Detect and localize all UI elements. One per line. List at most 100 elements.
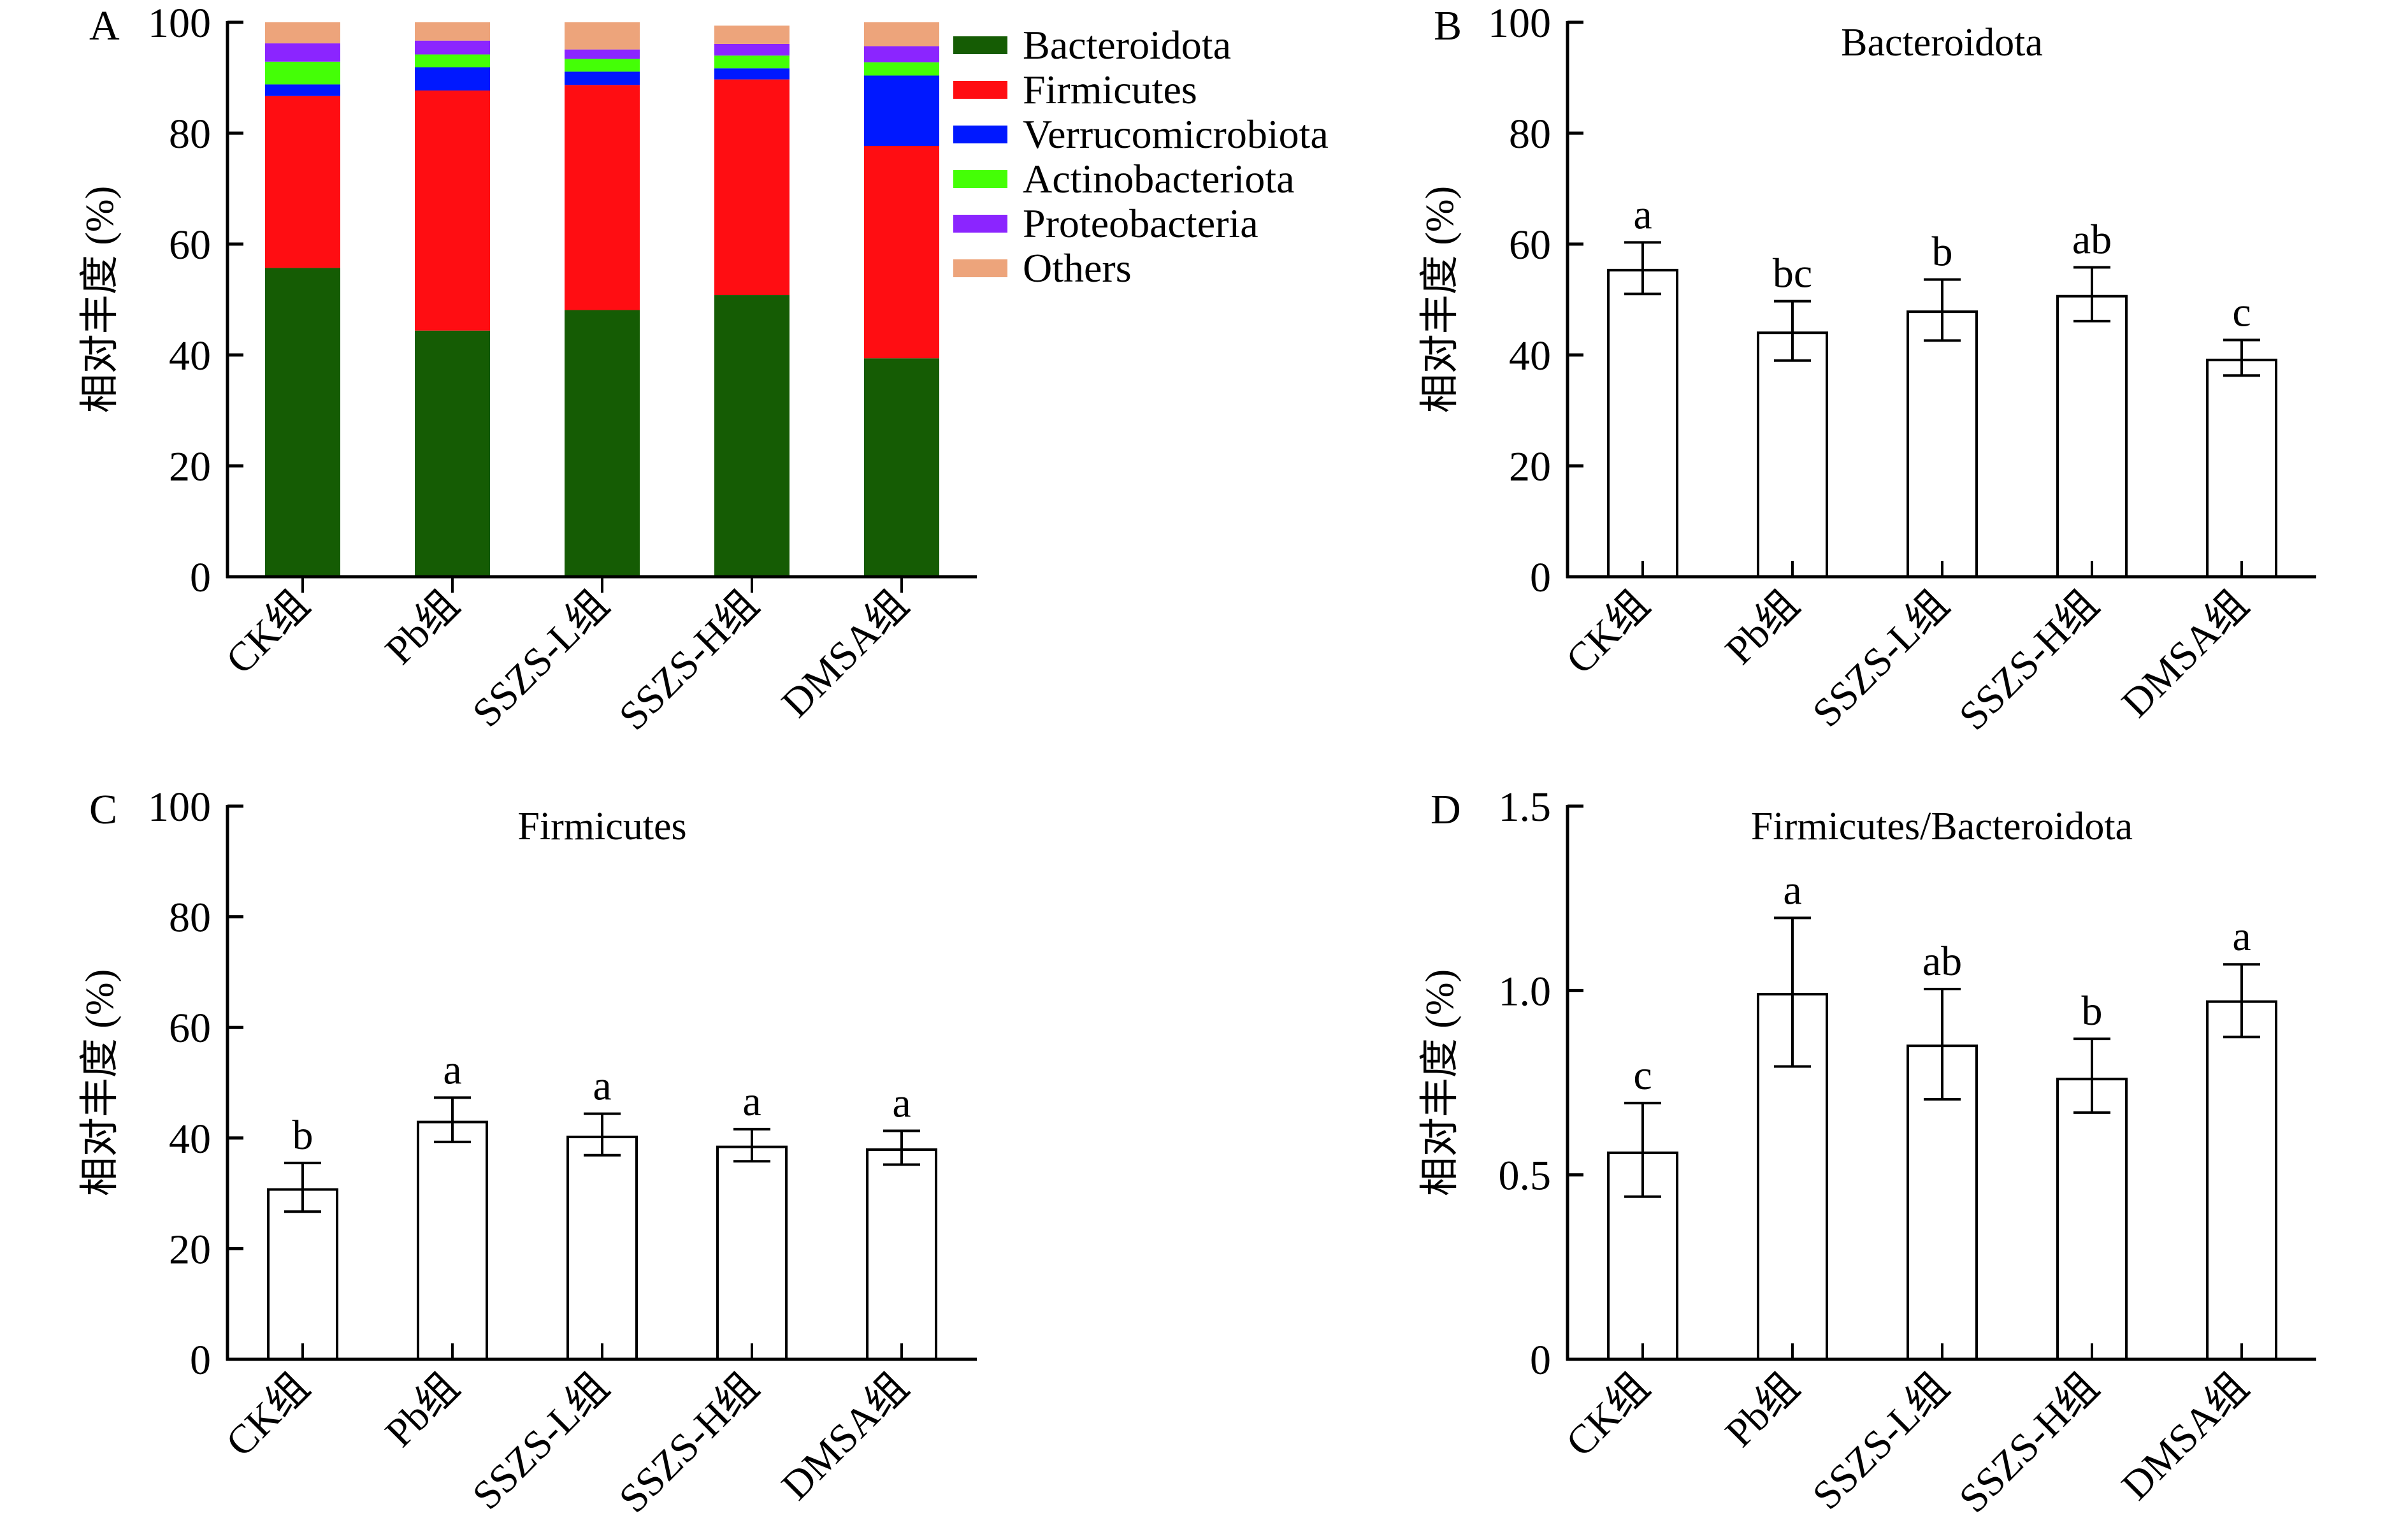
bar-segment-actinobacteriota bbox=[415, 54, 490, 68]
significance-letter: ab bbox=[2072, 217, 2112, 263]
bar-segment-proteobacteria bbox=[714, 43, 789, 56]
panel-a-stacked-bar-chart: A BacteroidotaFirmicutesVerrucomicrobiot… bbox=[78, 0, 1329, 739]
legend-label-verrucomicrobiota: Verrucomicrobiota bbox=[1023, 112, 1329, 157]
bar bbox=[2056, 1078, 2128, 1361]
bar bbox=[267, 1188, 338, 1361]
y-tick-label: 0 bbox=[190, 1337, 211, 1384]
bar-segment-bacteroidota bbox=[415, 330, 490, 577]
legend-swatch-firmicutes bbox=[953, 81, 1007, 99]
bar-segment-verrucomicrobiota bbox=[415, 67, 490, 91]
significance-letter: ab bbox=[1922, 938, 1962, 985]
chart-title: Bacteroidota bbox=[1841, 21, 2043, 64]
bar-segment-proteobacteria bbox=[565, 49, 640, 59]
y-tick-label: 40 bbox=[169, 1116, 211, 1162]
y-tick-label: 60 bbox=[169, 222, 211, 268]
legend-swatch-actinobacteriota bbox=[953, 170, 1007, 188]
y-tick-label: 100 bbox=[1488, 0, 1551, 47]
legend-swatch-others bbox=[953, 259, 1007, 277]
y-tick-label: 0 bbox=[1530, 554, 1551, 601]
y-tick-label: 40 bbox=[1509, 333, 1551, 379]
y-tick-label: 80 bbox=[1509, 111, 1551, 157]
bar bbox=[1607, 268, 1678, 578]
bar-segment-actinobacteriota bbox=[265, 61, 340, 85]
y-axis-title: 相对丰度 (%) bbox=[1418, 969, 1462, 1196]
bar-segment-actinobacteriota bbox=[714, 55, 789, 69]
significance-letter: a bbox=[1633, 191, 1652, 238]
panel-letter-a: A bbox=[89, 3, 120, 49]
bar-segment-others bbox=[565, 22, 640, 50]
panel-letter-d: D bbox=[1431, 786, 1461, 833]
legend-swatch-bacteroidota bbox=[953, 36, 1007, 54]
bar bbox=[716, 1145, 788, 1361]
bar-segment-firmicutes bbox=[864, 146, 939, 359]
bar-segment-actinobacteriota bbox=[565, 59, 640, 72]
y-tick-label: 20 bbox=[1509, 444, 1551, 490]
significance-letter: a bbox=[443, 1046, 461, 1093]
bar bbox=[866, 1148, 937, 1361]
y-tick-label: 1.5 bbox=[1499, 784, 1552, 830]
y-axis-title: 相对丰度 (%) bbox=[78, 969, 122, 1196]
bar-segment-bacteroidota bbox=[714, 295, 789, 577]
significance-letter: b bbox=[2082, 988, 2103, 1034]
significance-letter: b bbox=[1932, 229, 1953, 275]
significance-letter: b bbox=[292, 1112, 314, 1159]
bar bbox=[1907, 310, 1978, 578]
chart-title: Firmicutes bbox=[517, 805, 686, 848]
significance-letter: c bbox=[1633, 1052, 1652, 1099]
bar-segment-firmicutes bbox=[415, 90, 490, 331]
bar-segment-others bbox=[265, 22, 340, 44]
y-axis-title: 相对丰度 (%) bbox=[1418, 186, 1462, 413]
bar-segment-actinobacteriota bbox=[864, 62, 939, 76]
y-tick-label: 60 bbox=[169, 1005, 211, 1051]
bar-segment-proteobacteria bbox=[864, 46, 939, 62]
y-tick-label: 1.0 bbox=[1499, 968, 1552, 1015]
legend-label-firmicutes: Firmicutes bbox=[1023, 67, 1197, 112]
significance-letter: a bbox=[892, 1080, 911, 1127]
bar bbox=[417, 1120, 488, 1361]
y-tick-label: 0.5 bbox=[1499, 1153, 1552, 1199]
bar-segment-others bbox=[415, 22, 490, 41]
bar-segment-proteobacteria bbox=[265, 43, 340, 62]
legend-label-actinobacteriota: Actinobacteriota bbox=[1023, 156, 1294, 201]
legend-label-others: Others bbox=[1023, 245, 1132, 291]
y-tick-label: 100 bbox=[148, 784, 211, 830]
bar-segment-bacteroidota bbox=[265, 268, 340, 577]
significance-letter: a bbox=[742, 1078, 761, 1125]
significance-letter: c bbox=[2232, 289, 2251, 336]
chart-title: Firmicutes/Bacteroidota bbox=[1751, 805, 2133, 848]
bar-segment-verrucomicrobiota bbox=[714, 68, 789, 80]
legend-label-proteobacteria: Proteobacteria bbox=[1023, 201, 1258, 246]
bar-segment-verrucomicrobiota bbox=[265, 84, 340, 96]
bar-segment-firmicutes bbox=[565, 85, 640, 310]
legend-label-bacteroidota: Bacteroidota bbox=[1023, 22, 1231, 68]
legend-swatch-verrucomicrobiota bbox=[953, 126, 1007, 143]
bar-segment-verrucomicrobiota bbox=[565, 71, 640, 85]
bar-segment-firmicutes bbox=[265, 96, 340, 268]
y-tick-label: 60 bbox=[1509, 222, 1551, 268]
significance-letter: a bbox=[1783, 867, 1801, 913]
bar bbox=[2056, 294, 2128, 578]
bar bbox=[2206, 1000, 2277, 1361]
significance-letter: a bbox=[593, 1063, 611, 1109]
y-axis-title: 相对丰度 (%) bbox=[78, 186, 122, 413]
y-tick-label: 20 bbox=[169, 444, 211, 490]
y-tick-label: 80 bbox=[169, 111, 211, 157]
significance-letter: a bbox=[2232, 913, 2251, 960]
bar-segment-verrucomicrobiota bbox=[864, 75, 939, 147]
bar bbox=[1757, 331, 1828, 578]
bar-segment-bacteroidota bbox=[565, 310, 640, 577]
bar bbox=[2206, 358, 2277, 579]
panel-letter-c: C bbox=[89, 786, 117, 833]
bar-segment-others bbox=[714, 25, 789, 44]
bar-segment-proteobacteria bbox=[415, 40, 490, 55]
y-tick-label: 100 bbox=[148, 0, 211, 47]
bar bbox=[566, 1136, 638, 1361]
bar-segment-firmicutes bbox=[714, 79, 789, 296]
y-tick-label: 20 bbox=[169, 1226, 211, 1273]
y-tick-label: 0 bbox=[190, 554, 211, 601]
y-tick-label: 80 bbox=[169, 895, 211, 941]
